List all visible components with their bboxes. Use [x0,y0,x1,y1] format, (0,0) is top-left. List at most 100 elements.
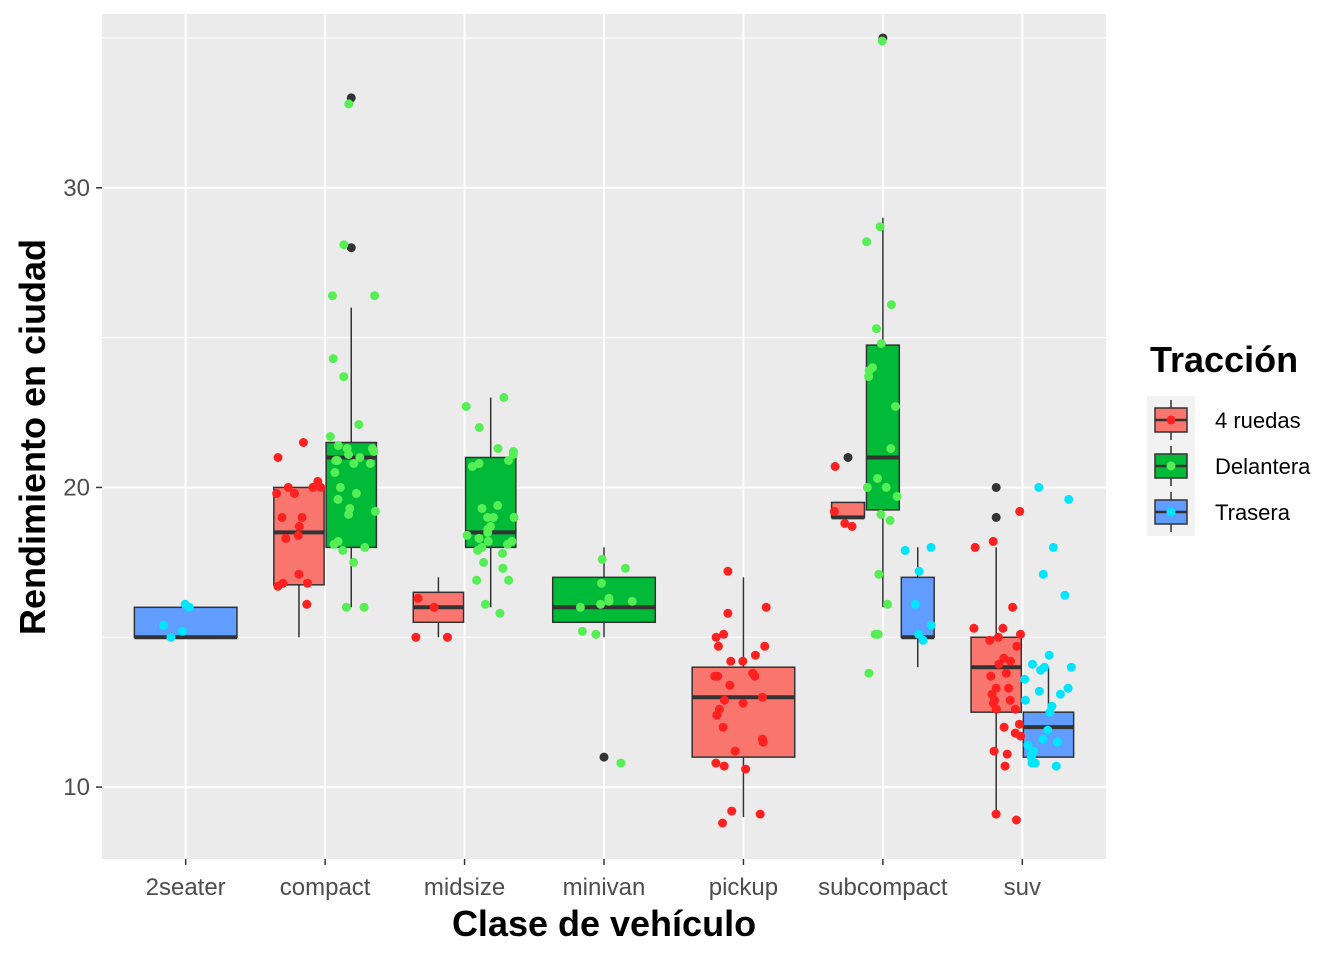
data-point-4 [281,533,291,543]
data-point-f [365,459,375,468]
data-point-4 [278,578,288,588]
data-point-f [871,324,881,334]
data-point-f [474,533,484,543]
data-point-4 [991,809,1001,819]
data-point-f [342,444,352,453]
data-point-4 [1015,506,1025,516]
data-point-r [1038,734,1048,744]
data-point-4 [829,506,839,516]
data-point-f [354,420,364,429]
data-point-4 [748,668,758,678]
outlier-point [991,482,1001,492]
data-point-4 [761,602,771,612]
data-point-f [467,462,477,471]
data-point-4 [991,683,1001,693]
data-point-f [333,456,342,465]
data-point-r [900,545,910,555]
data-point-f [341,602,351,612]
data-point-4 [750,650,760,660]
data-point-f [883,599,892,609]
data-point-f [877,36,887,46]
data-point-4 [1001,668,1011,678]
legend-label: 4 ruedas [1215,408,1301,433]
data-point-r [1051,761,1061,771]
data-point-4 [760,641,770,651]
legend-title: Tracción [1150,339,1298,380]
data-point-4 [727,806,737,816]
data-point-4 [999,653,1009,663]
y-tick-label: 30 [63,175,90,202]
legend-label: Delantera [1215,454,1311,479]
data-point-f [333,441,343,450]
data-point-r [159,620,168,630]
data-point-r [1064,494,1074,504]
data-point-f [370,291,380,301]
data-point-f [355,453,365,462]
data-point-f [881,482,891,492]
data-point-f [891,402,900,411]
data-point-r [1039,662,1049,672]
data-point-r [1034,686,1044,696]
data-point-f [483,536,493,546]
data-point-4 [290,488,299,498]
outlier-point [843,452,853,462]
data-point-4 [1012,641,1022,651]
data-point-4 [1005,695,1015,705]
data-point-f [477,503,487,513]
data-point-f [591,629,601,639]
data-point-f [477,542,487,552]
data-point-f [596,599,606,609]
x-tick-label: pickup [709,874,778,901]
data-point-f [351,488,361,498]
data-point-4 [283,482,293,492]
x-tick-label: subcompact [818,874,948,901]
data-point-4 [989,746,999,756]
data-point-4 [755,809,765,819]
data-point-f [620,563,630,573]
data-point-4 [1010,704,1020,714]
data-point-4 [718,818,727,828]
data-point-f [349,459,359,468]
jitter-points [159,36,1076,828]
data-point-f [575,602,585,612]
data-point-f [876,509,886,519]
data-point-f [886,444,896,453]
data-point-4 [1011,815,1021,825]
data-point-4 [726,656,736,666]
data-point-r [1030,758,1040,768]
data-point-r [1027,749,1037,759]
data-point-f [862,482,872,492]
data-point-f [335,482,345,492]
data-point-f [886,300,896,310]
data-point-4 [1006,656,1015,666]
data-point-f [597,578,606,588]
data-point-f [876,339,886,349]
x-tick-label: 2seater [146,874,226,901]
legend-key-point [1166,507,1176,517]
data-point-r [1038,569,1048,579]
data-point-r [1023,740,1033,750]
data-point-r [1048,542,1058,552]
data-point-f [875,222,885,232]
data-point-4 [990,695,999,705]
data-point-f [344,99,354,109]
data-point-f [370,506,380,516]
data-point-4 [738,698,748,708]
data-point-4 [719,761,729,771]
data-point-r [1047,701,1057,711]
box-subcompact-f [865,344,901,511]
data-point-r [1066,662,1076,672]
data-point-4 [442,632,452,642]
data-point-f [498,548,507,558]
data-point-f [488,512,498,522]
data-point-4 [840,518,850,528]
data-point-f [892,491,902,501]
data-point-f [333,536,343,546]
data-point-4 [1000,761,1010,771]
data-point-r [177,626,187,636]
data-point-f [493,444,503,453]
data-point-f [359,602,369,612]
data-point-4 [847,521,857,531]
data-point-r [910,599,920,609]
data-point-4 [830,462,840,471]
